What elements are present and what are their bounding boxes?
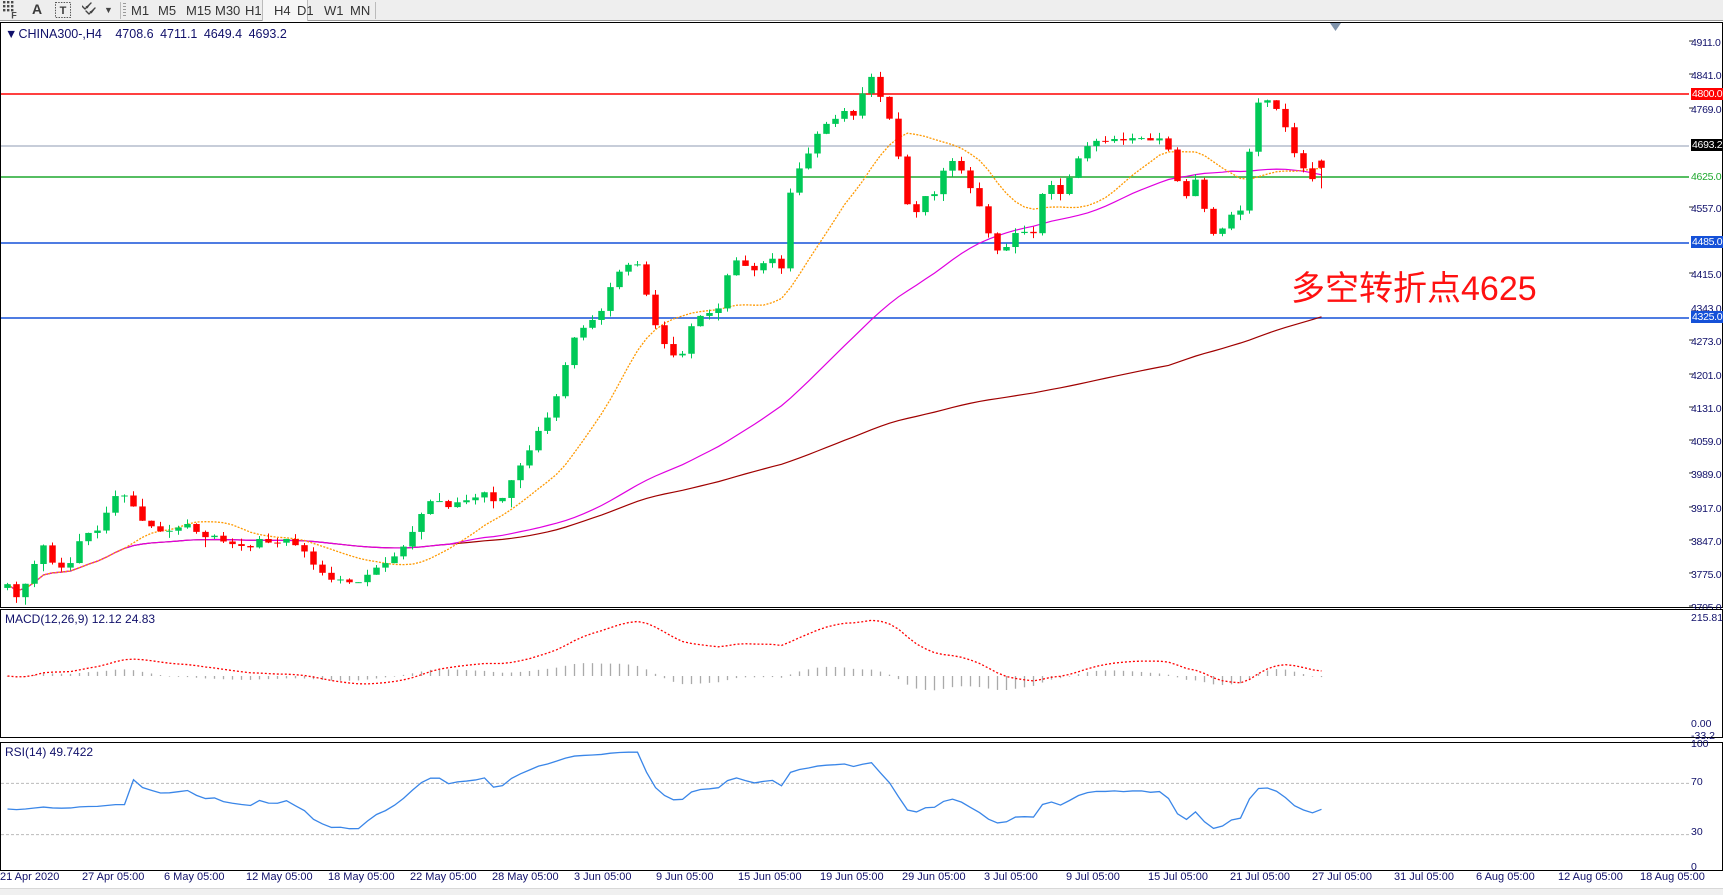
svg-text:T: T xyxy=(60,5,67,17)
svg-text:F: F xyxy=(11,11,17,20)
